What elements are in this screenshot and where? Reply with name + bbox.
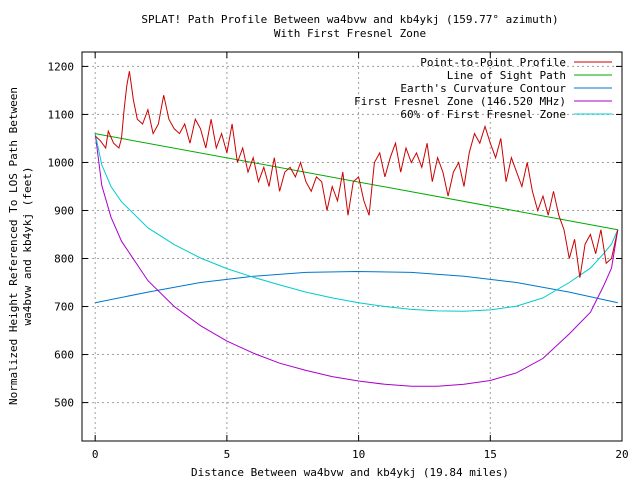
series-line-3 [94, 133, 619, 387]
legend-label-4: 60% of First Fresnel Zone [400, 108, 566, 121]
y-tick-label: 500 [54, 397, 74, 410]
ticks: 500 600 700 800 900 1000 1100 1200 0 5 10 15 20 [48, 52, 629, 461]
y-tick-label: 1100 [48, 108, 75, 121]
grid [82, 52, 623, 441]
y-tick-label: 700 [54, 301, 74, 314]
plot-frame [81, 51, 623, 442]
y-tick-label: 600 [54, 349, 74, 362]
x-tick-label: 5 [224, 448, 231, 461]
legend-label-3: First Fresnel Zone (146.520 MHz) [354, 95, 566, 108]
y-axis-label-line1: Normalized Height Referenced To LOS Path… [7, 87, 20, 405]
x-axis-label: Distance Between wa4bvw and kb4ykj (19.8… [191, 466, 509, 479]
chart-title: SPLAT! Path Profile Between wa4bvw and k… [141, 13, 558, 26]
y-tick-label: 800 [54, 253, 74, 266]
legend-label-1: Line of Sight Path [447, 69, 566, 82]
legend-label-2: Earth's Curvature Contour [400, 82, 566, 95]
series-line-1 [95, 133, 618, 231]
legend-label-0: Point-to-Point Profile [420, 56, 566, 69]
series-line-0 [94, 71, 619, 278]
x-tick-label: 20 [615, 448, 628, 461]
y-tick-label: 1000 [48, 156, 75, 169]
x-tick-label: 0 [92, 448, 99, 461]
y-tick-label: 1200 [48, 60, 75, 73]
x-tick-label: 15 [484, 448, 497, 461]
series-layer [94, 71, 619, 387]
y-axis-label-line2: wa4bvw and kb4ykj (feet) [21, 167, 34, 326]
chart-subtitle: With First Fresnel Zone [274, 27, 426, 40]
x-tick-label: 10 [352, 448, 365, 461]
y-tick-label: 900 [54, 204, 74, 217]
series-line-4 [94, 133, 619, 312]
series-line-2 [95, 270, 618, 304]
